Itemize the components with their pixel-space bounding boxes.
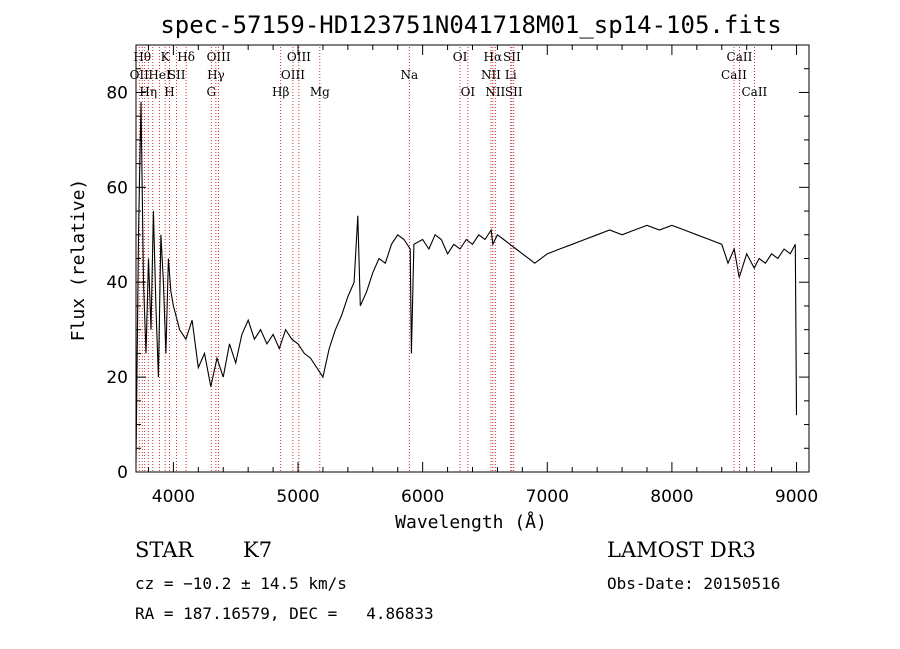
spectral-line-label: OIII	[207, 50, 231, 64]
spectral-line-label: Na	[400, 68, 418, 82]
y-axis-label: Flux (relative)	[68, 179, 89, 342]
spectral-line-label: H	[164, 85, 174, 99]
y-tick-label: 40	[106, 273, 128, 293]
spectral-line-label: NII	[481, 68, 501, 82]
spectral-line-label: Hα	[484, 50, 503, 64]
spectral-line-label: SII	[503, 50, 521, 64]
spectral-line-label: Mg	[310, 85, 330, 99]
spectral-line-label: K	[161, 50, 171, 64]
spectral-line-label: OIII	[281, 68, 305, 82]
y-tick-label: 0	[117, 463, 128, 483]
spectral-subclass: K7	[243, 538, 273, 562]
spectral-line-label: CaII	[727, 50, 753, 64]
y-axis: 0 20 40 60 80	[106, 44, 809, 483]
y-tick-label: 80	[106, 83, 128, 103]
spectral-line-label: SII	[168, 68, 186, 82]
spectral-line-label: SII	[505, 85, 523, 99]
x-tick-label: 6000	[401, 487, 444, 507]
x-tick-label: 8000	[650, 487, 693, 507]
object-class: STAR	[135, 538, 194, 562]
spectral-line-label: NII	[485, 85, 505, 99]
spectral-line-label: Hβ	[272, 85, 289, 99]
spectral-line-label: OI	[453, 50, 468, 64]
spectrum-line	[135, 101, 798, 463]
spectral-line-label: OIII	[287, 50, 311, 64]
coordinates: RA = 187.16579, DEC = 4.86833	[135, 604, 434, 623]
x-axis: 4000 5000 6000 7000 8000 9000	[147, 45, 818, 507]
redshift-value: cz = −10.2 ± 14.5 km/s	[135, 574, 347, 593]
y-tick-label: 60	[106, 178, 128, 198]
spectral-line-label: Hθ	[133, 50, 151, 64]
chart-title: spec-57159-HD123751N041718M01_sp14-105.f…	[160, 11, 781, 39]
spectral-line-markers: OIIHθHηHeIKHSIIHδGHγOIIIHβOIIIOIIIMgNaOI…	[130, 47, 768, 472]
spectral-line-label: OI	[461, 85, 476, 99]
x-tick-label: 4000	[152, 487, 195, 507]
x-tick-label: 9000	[775, 487, 818, 507]
plot-frame	[135, 44, 810, 473]
survey-name: LAMOST DR3	[607, 538, 756, 562]
spectral-line-label: CaII	[721, 68, 747, 82]
observation-date: Obs-Date: 20150516	[607, 574, 781, 593]
x-tick-label: 5000	[276, 487, 319, 507]
spectral-line-label: Hδ	[177, 50, 195, 64]
spectral-line-label: OII	[130, 68, 150, 82]
spectral-line-label: Hγ	[207, 68, 225, 82]
spectral-line-label: Li	[505, 68, 517, 82]
y-tick-label: 20	[106, 368, 128, 388]
spectral-line-label: CaII	[741, 85, 767, 99]
spectral-line-label: G	[206, 85, 216, 99]
x-tick-label: 7000	[526, 487, 569, 507]
x-axis-label: Wavelength (Å)	[395, 511, 547, 533]
